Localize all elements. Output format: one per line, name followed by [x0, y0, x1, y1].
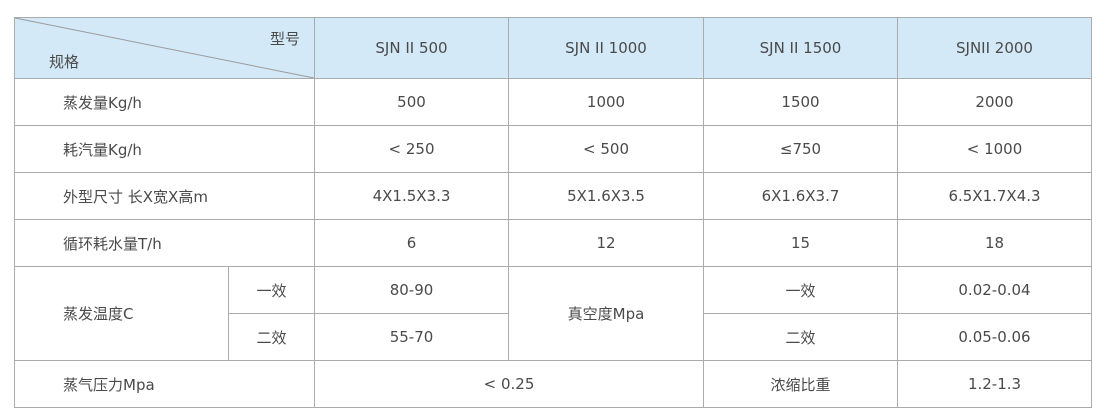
sub-label: 一效: [228, 266, 315, 314]
sub-label: 二效: [228, 313, 315, 361]
model-header: 型号: [269, 30, 300, 48]
sub-label: 一效: [703, 266, 898, 314]
cell: < 250: [314, 125, 509, 173]
cell: 1.2-1.3: [897, 360, 1092, 408]
row-label: 耗汽量Kg/h: [14, 125, 315, 173]
cell: 6X1.6X3.7: [703, 172, 898, 220]
cell: 6.5X1.7X4.3: [897, 172, 1092, 220]
model-column-header: SJN II 1000: [508, 17, 704, 79]
density-label: 浓缩比重: [703, 360, 898, 408]
cell: 12: [508, 219, 704, 267]
cell: 18: [897, 219, 1092, 267]
model-column-header: SJN II 1500: [703, 17, 898, 79]
cell: ≤750: [703, 125, 898, 173]
cell: 1000: [508, 78, 704, 126]
cell: 1500: [703, 78, 898, 126]
cell: < 0.25: [314, 360, 704, 408]
table-row: 外型尺寸 长X宽X高m 4X1.5X3.3 5X1.6X3.5 6X1.6X3.…: [14, 172, 1092, 220]
table-row: 蒸发量Kg/h 500 1000 1500 2000: [14, 78, 1092, 126]
row-label: 循环耗水量T/h: [14, 219, 315, 267]
row-label: 外型尺寸 长X宽X高m: [14, 172, 315, 220]
cell: 500: [314, 78, 509, 126]
diagonal-line: [15, 18, 314, 78]
table-row: 蒸发温度C 一效 80-90 真空度Mpa 一效 0.02-0.04: [14, 266, 1092, 361]
cell: 55-70: [314, 313, 509, 361]
table-row: 循环耗水量T/h 6 12 15 18: [14, 219, 1092, 267]
row-label: 蒸发温度C: [14, 266, 229, 361]
model-column-header: SJNII 2000: [897, 17, 1092, 79]
cell: 5X1.6X3.5: [508, 172, 704, 220]
cell: < 500: [508, 125, 704, 173]
cell: < 1000: [897, 125, 1092, 173]
cell: 0.02-0.04: [897, 266, 1092, 314]
corner-header-cell: 型号 规格: [14, 17, 315, 79]
cell: 80-90: [314, 266, 509, 314]
model-column-header: SJN II 500: [314, 17, 509, 79]
row-label: 蒸发量Kg/h: [14, 78, 315, 126]
cell: 2000: [897, 78, 1092, 126]
cell: 0.05-0.06: [897, 313, 1092, 361]
cell: 6: [314, 219, 509, 267]
table-row: 耗汽量Kg/h < 250 < 500 ≤750 < 1000: [14, 125, 1092, 173]
header-row: 型号 规格 SJN II 500 SJN II 1000 SJN II 1500…: [14, 17, 1092, 79]
spec-header: 规格: [49, 53, 80, 71]
spec-table: 型号 规格 SJN II 500 SJN II 1000 SJN II 1500…: [14, 17, 1092, 408]
vacuum-label: 真空度Mpa: [508, 266, 704, 361]
cell: 15: [703, 219, 898, 267]
sub-label: 二效: [703, 313, 898, 361]
cell: 4X1.5X3.3: [314, 172, 509, 220]
row-label: 蒸气压力Mpa: [14, 360, 315, 408]
table-row: 蒸气压力Mpa < 0.25 浓缩比重 1.2-1.3: [14, 360, 1092, 408]
